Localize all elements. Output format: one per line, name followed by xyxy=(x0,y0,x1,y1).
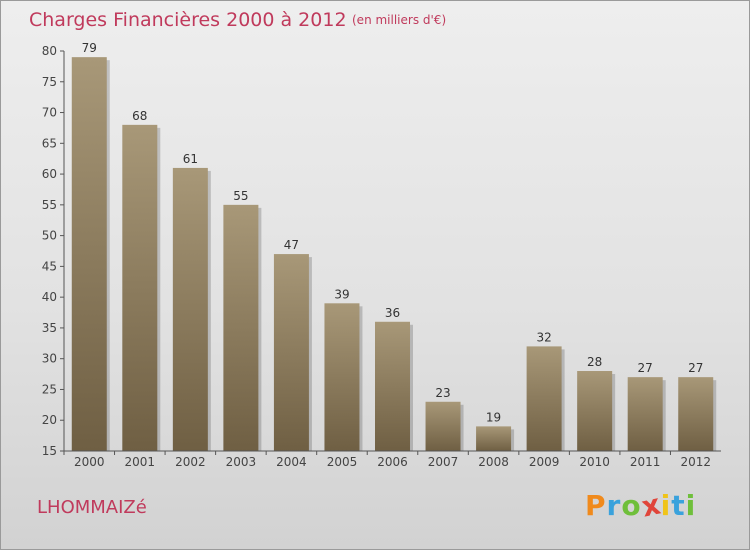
value-label-2002: 61 xyxy=(183,152,198,166)
value-label-2007: 23 xyxy=(435,386,450,400)
bar-2001 xyxy=(122,124,158,451)
x-tick-2000: 2000 xyxy=(74,455,105,469)
y-tick-35: 35 xyxy=(42,321,57,335)
x-tick-2006: 2006 xyxy=(377,455,408,469)
value-label-2000: 79 xyxy=(82,41,97,55)
bar-2000 xyxy=(71,57,107,452)
commune-name: LHOMMAIZé xyxy=(37,497,147,518)
y-tick-15: 15 xyxy=(42,444,57,458)
bar-2004 xyxy=(273,254,309,451)
logo-letter: t xyxy=(671,489,686,522)
y-tick-40: 40 xyxy=(42,290,57,304)
logo-letter: o xyxy=(621,489,642,522)
x-tick-2011: 2011 xyxy=(630,455,661,469)
bar-2010 xyxy=(577,371,613,451)
logo-letter: r xyxy=(606,489,622,522)
value-label-2003: 55 xyxy=(233,189,248,203)
x-tick-2001: 2001 xyxy=(125,455,156,469)
y-tick-50: 50 xyxy=(42,229,57,243)
y-tick-25: 25 xyxy=(42,382,57,396)
y-tick-70: 70 xyxy=(42,106,57,120)
x-tick-2007: 2007 xyxy=(428,455,459,469)
bar-2011 xyxy=(627,377,663,451)
value-label-2004: 47 xyxy=(284,238,299,252)
x-tick-2009: 2009 xyxy=(529,455,560,469)
bar-2006 xyxy=(375,321,410,451)
bar-2005 xyxy=(324,303,360,451)
x-tick-2004: 2004 xyxy=(276,455,307,469)
x-tick-2008: 2008 xyxy=(478,455,509,469)
x-tick-2002: 2002 xyxy=(175,455,206,469)
bar-2012 xyxy=(678,377,714,451)
bars-group: 79 68 61 55 47 39 36 23 19 32 28 27 27 xyxy=(71,41,717,452)
value-label-2008: 19 xyxy=(486,410,501,424)
axes-group: 2000 2001 2002 2003 2004 2005 2006 2007 2008 2009… xyxy=(42,44,721,469)
y-tick-80: 80 xyxy=(42,44,57,58)
y-tick-75: 75 xyxy=(42,75,57,89)
chart-subtitle: (en milliers d'€) xyxy=(352,13,447,27)
value-label-2005: 39 xyxy=(334,287,349,301)
y-tick-60: 60 xyxy=(42,167,57,181)
proxiti-logo[interactable]: Proxiti xyxy=(585,487,697,523)
value-label-2010: 28 xyxy=(587,355,602,369)
logo-letter: P xyxy=(585,489,607,522)
value-label-2006: 36 xyxy=(385,306,400,320)
bar-2003 xyxy=(223,204,259,451)
y-tick-30: 30 xyxy=(42,352,57,366)
x-tick-2003: 2003 xyxy=(226,455,257,469)
value-label-2011: 27 xyxy=(638,361,653,375)
y-tick-65: 65 xyxy=(42,136,57,150)
bar-2009 xyxy=(526,346,562,451)
x-tick-2005: 2005 xyxy=(327,455,358,469)
x-tick-2012: 2012 xyxy=(680,455,711,469)
logo-letter: i xyxy=(660,489,672,522)
y-tick-55: 55 xyxy=(42,198,57,212)
value-label-2001: 68 xyxy=(132,109,147,123)
x-tick-2010: 2010 xyxy=(579,455,610,469)
y-tick-20: 20 xyxy=(42,413,57,427)
chart-title: Charges Financières 2000 à 2012 xyxy=(29,9,347,31)
logo-letter: i xyxy=(685,489,697,522)
bar-2007 xyxy=(425,401,461,451)
y-tick-45: 45 xyxy=(42,259,57,273)
value-label-2012: 27 xyxy=(688,361,703,375)
bar-2008 xyxy=(476,426,512,451)
value-label-2009: 32 xyxy=(536,330,551,344)
bar-2002 xyxy=(172,167,208,451)
